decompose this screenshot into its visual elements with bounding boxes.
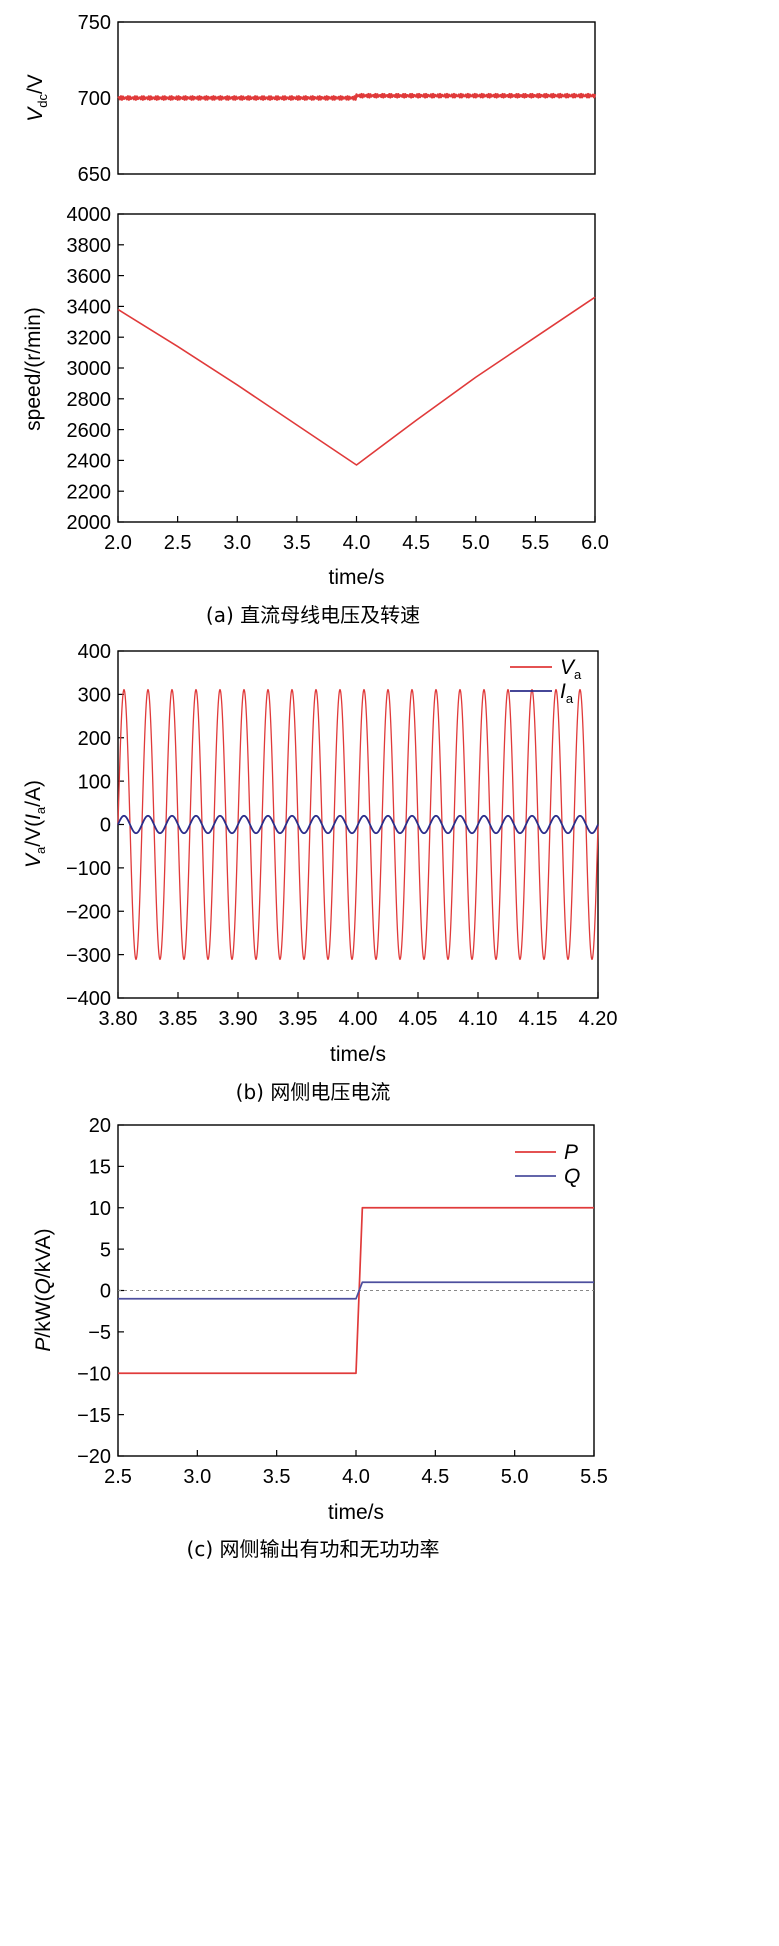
vdc-ytick-label: 650: [78, 164, 111, 186]
power-ytick-label: 15: [89, 1157, 111, 1179]
vi-ytick-label: 100: [78, 771, 111, 793]
vi-xtick-label: 4.05: [399, 1008, 438, 1030]
power-xtick-label: 2.5: [104, 1466, 132, 1488]
power-ytick-label: −15: [77, 1405, 111, 1427]
vdc-line: [117, 92, 597, 101]
vi-ylabel-part: /A): [22, 780, 45, 807]
vi-ylabel: Va/V(Ia/A): [22, 780, 48, 868]
power-xtick-label: 4.0: [342, 1466, 370, 1488]
speed-ytick-label: 3800: [67, 235, 112, 257]
speed-xtick-label: 5.0: [462, 532, 490, 554]
panel-a-caption: (a) 直流母线电压及转速: [206, 603, 420, 627]
figure: 650700750Vdc/V20002200240026002800300032…: [22, 12, 617, 1561]
vi-xtick-label: 3.90: [219, 1008, 258, 1030]
legend-i-label: Ia: [560, 680, 574, 706]
legend-label-sub: a: [574, 667, 582, 682]
speed-ytick-label: 4000: [67, 204, 112, 226]
vi-ytick-label: 200: [78, 728, 111, 750]
vi-ytick-label: −100: [66, 858, 111, 880]
vdc-ylabel: Vdc/V: [24, 74, 50, 122]
power-xtick-label: 5.5: [580, 1466, 608, 1488]
speed-ytick-label: 2600: [67, 420, 112, 442]
power-ylabel-part: Q: [32, 1278, 55, 1294]
power-ylabel-part: P: [32, 1338, 55, 1352]
vi-ytick-label: −300: [66, 945, 111, 967]
vi-xtick-label: 4.00: [339, 1008, 378, 1030]
vi-ylabel-part: I: [22, 814, 45, 820]
power-ytick-label: −20: [77, 1446, 111, 1468]
power-ytick-label: 0: [100, 1281, 111, 1303]
power-ytick-label: 5: [100, 1239, 111, 1261]
power-ytick-label: 10: [89, 1198, 111, 1220]
speed-xtick-label: 4.5: [402, 532, 430, 554]
speed-xtick-label: 3.5: [283, 532, 311, 554]
series-q-line: [118, 1281, 594, 1300]
speed-xtick-label: 4.0: [343, 532, 371, 554]
panel-b-xlabel: time/s: [330, 1043, 386, 1066]
panel-b: −400 −300 −200 −100 0 100 200 300 400 3.80 3.85 3.9…: [22, 641, 617, 1104]
power-xtick-label: 4.5: [421, 1466, 449, 1488]
panel-a: 650 700 750 Vdc/V 2000 2200 2400 2600 2800 3000 32…: [22, 12, 609, 627]
power-xtick-label: 3.0: [183, 1466, 211, 1488]
speed-xtick-label: 2.5: [164, 532, 192, 554]
power-xtick-label: 3.5: [263, 1466, 291, 1488]
vi-ytick-label: −400: [66, 988, 111, 1010]
speed-ytick-label: 3400: [67, 297, 112, 319]
speed-xtick-label: 6.0: [581, 532, 609, 554]
legend-v-label: Va: [560, 656, 582, 682]
vdc-ytick-label: 700: [78, 88, 111, 110]
speed-ytick-label: 2800: [67, 389, 112, 411]
vi-ytick-label: 300: [78, 685, 111, 707]
legend-label-main: I: [560, 680, 566, 703]
vi-ytick-label: 0: [100, 815, 111, 837]
vi-xtick-label: 4.10: [459, 1008, 498, 1030]
power-ytick-label: −10: [77, 1363, 111, 1385]
speed-ytick-label: 3600: [67, 266, 112, 288]
vi-xtick-label: 4.15: [519, 1008, 558, 1030]
legend-label-main: V: [560, 656, 576, 679]
vi-ytick-label: 400: [78, 641, 111, 663]
speed-ytick-label: 3000: [67, 358, 112, 380]
vdc-ytick-label: 750: [78, 12, 111, 34]
power-xtick-label: 5.0: [501, 1466, 529, 1488]
speed-xtick-label: 5.5: [521, 532, 549, 554]
vi-ylabel-part: a: [33, 846, 48, 854]
power-ylabel-part: /kVA): [32, 1228, 55, 1278]
power-ylabel-part: /kW(: [32, 1294, 55, 1337]
speed-xtick-label: 3.0: [223, 532, 251, 554]
vi-ylabel-part: a: [33, 806, 48, 814]
panel-c-xlabel: time/s: [328, 1501, 384, 1524]
legend-q-label: Q: [564, 1165, 580, 1188]
vdc-ylabel-suffix: /V: [24, 74, 47, 94]
speed-ytick-label: 2000: [67, 512, 112, 534]
vi-ylabel-part: V: [22, 852, 45, 868]
vi-xtick-label: 3.85: [159, 1008, 198, 1030]
series-ia-line: [117, 814, 599, 835]
power-ytick-label: 20: [89, 1115, 111, 1137]
speed-ytick-label: 3200: [67, 327, 112, 349]
speed-xtick-label: 2.0: [104, 532, 132, 554]
speed-ylabel: speed/(r/min): [22, 307, 45, 431]
power-ytick-label: −5: [88, 1322, 111, 1344]
vi-xtick-label: 3.95: [279, 1008, 318, 1030]
vdc-ylabel-sub: dc: [35, 94, 50, 108]
panel-c: −20 −15 −10 −5 0 5 10 15 20 2.5 3.0 3.5 4.0 4.5 5.0 5.5…: [32, 1115, 608, 1561]
vi-xtick-label: 3.80: [99, 1008, 138, 1030]
vi-ylabel-part: /V(: [22, 820, 45, 847]
panel-a-xlabel: time/s: [328, 566, 384, 589]
panel-c-caption: (c) 网侧输出有功和无功功率: [187, 1537, 440, 1561]
speed-plot-frame: [117, 213, 596, 523]
panel-b-caption: (b) 网侧电压电流: [236, 1080, 391, 1104]
vi-xtick-label: 4.20: [579, 1008, 618, 1030]
speed-ytick-label: 2200: [67, 481, 112, 503]
speed-ytick-label: 2400: [67, 451, 112, 473]
legend-label-sub: a: [566, 691, 574, 706]
legend-p-label: P: [564, 1141, 578, 1164]
power-ylabel: P/kW(Q/kVA): [32, 1228, 55, 1351]
speed-line: [117, 296, 596, 466]
vi-ytick-label: −200: [66, 901, 111, 923]
vdc-ylabel-main: V: [24, 106, 47, 122]
